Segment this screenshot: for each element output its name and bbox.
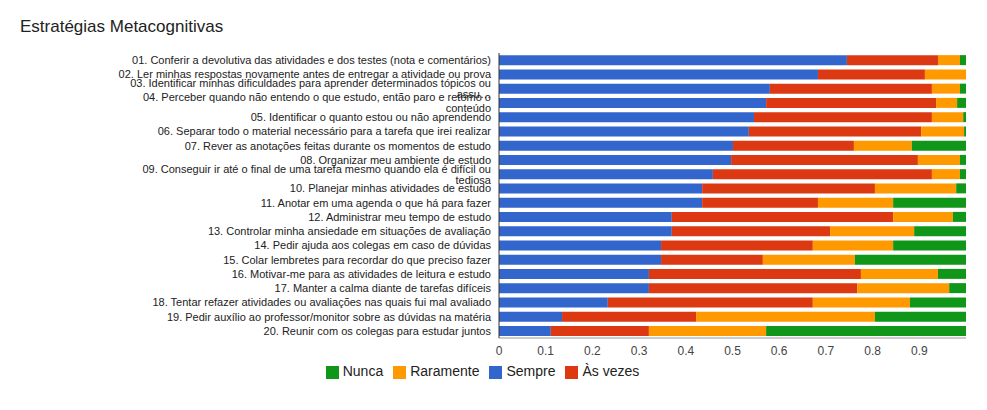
svg-text:0.4: 0.4 xyxy=(677,344,694,358)
svg-text:17. Manter a calma diante de t: 17. Manter a calma diante de tarefas dif… xyxy=(275,282,492,294)
svg-text:13. Controlar minha ansiedade: 13. Controlar minha ansiedade em situaçõ… xyxy=(208,225,491,237)
svg-text:19. Pedir auxílio ao professor: 19. Pedir auxílio ao professor/monitor s… xyxy=(167,311,492,323)
svg-text:0.5: 0.5 xyxy=(724,344,741,358)
svg-text:20. Reunir com os colegas para: 20. Reunir com os colegas para estudar j… xyxy=(264,325,492,337)
svg-text:0.6: 0.6 xyxy=(771,344,788,358)
svg-text:0: 0 xyxy=(496,344,503,358)
svg-text:07. Rever as anotações feitas: 07. Rever as anotações feitas durante os… xyxy=(185,140,491,152)
svg-text:0.3: 0.3 xyxy=(631,344,648,358)
svg-text:05. Identificar o quanto estou: 05. Identificar o quanto estou ou não ap… xyxy=(251,111,491,123)
svg-text:15. Colar lembretes para recor: 15. Colar lembretes para recordar do que… xyxy=(223,254,491,266)
svg-text:0.1: 0.1 xyxy=(537,344,554,358)
svg-text:14. Pedir ajuda aos colegas em: 14. Pedir ajuda aos colegas em caso de d… xyxy=(254,239,491,251)
svg-text:10. Planejar minhas atividades: 10. Planejar minhas atividades de estudo xyxy=(290,182,491,194)
svg-text:0.7: 0.7 xyxy=(818,344,835,358)
svg-text:12. Administrar meu tempo de e: 12. Administrar meu tempo de estudo xyxy=(308,211,491,223)
svg-text:06. Separar todo o material ne: 06. Separar todo o material necessário p… xyxy=(158,125,492,137)
svg-text:18. Tentar refazer atividades: 18. Tentar refazer atividades ou avaliaç… xyxy=(152,296,491,308)
svg-text:0.9: 0.9 xyxy=(911,344,928,358)
svg-text:0.2: 0.2 xyxy=(584,344,601,358)
svg-text:0.8: 0.8 xyxy=(864,344,881,358)
svg-text:16. Motivar-me para as ativida: 16. Motivar-me para as atividades de lei… xyxy=(232,268,491,280)
svg-text:11. Anotar em uma agenda o que: 11. Anotar em uma agenda o que há para f… xyxy=(261,197,492,209)
svg-text:01. Conferir a devolutiva das: 01. Conferir a devolutiva das atividades… xyxy=(132,54,491,66)
